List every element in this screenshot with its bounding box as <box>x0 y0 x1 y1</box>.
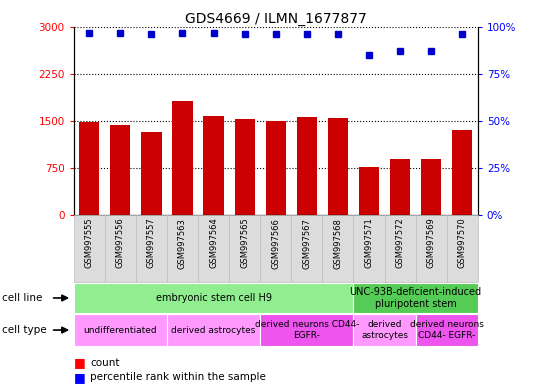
Text: GSM997571: GSM997571 <box>365 218 373 268</box>
Text: GSM997565: GSM997565 <box>240 218 249 268</box>
Text: GSM997556: GSM997556 <box>116 218 125 268</box>
Bar <box>353 283 478 313</box>
Text: GSM997570: GSM997570 <box>458 218 467 268</box>
Bar <box>229 215 260 282</box>
Text: GSM997566: GSM997566 <box>271 218 280 268</box>
Text: GSM997569: GSM997569 <box>426 218 436 268</box>
Bar <box>105 215 136 282</box>
Text: derived
astrocytes: derived astrocytes <box>361 320 408 340</box>
Bar <box>353 215 384 282</box>
Bar <box>447 215 478 282</box>
Title: GDS4669 / ILMN_1677877: GDS4669 / ILMN_1677877 <box>185 12 366 26</box>
Text: cell type: cell type <box>2 325 46 335</box>
Bar <box>74 314 167 346</box>
Bar <box>390 159 410 215</box>
Bar <box>136 215 167 282</box>
Text: GSM997567: GSM997567 <box>302 218 311 268</box>
Text: GSM997564: GSM997564 <box>209 218 218 268</box>
Text: ■: ■ <box>74 356 86 369</box>
Bar <box>204 116 224 215</box>
Bar <box>167 314 260 346</box>
Bar <box>416 314 478 346</box>
Bar <box>74 283 353 313</box>
Text: embryonic stem cell H9: embryonic stem cell H9 <box>156 293 271 303</box>
Text: derived astrocytes: derived astrocytes <box>171 326 256 334</box>
Text: derived neurons CD44-
EGFR-: derived neurons CD44- EGFR- <box>254 320 359 340</box>
Bar <box>416 215 447 282</box>
Text: GSM997563: GSM997563 <box>178 218 187 268</box>
Bar <box>167 215 198 282</box>
Text: UNC-93B-deficient-induced
pluripotent stem: UNC-93B-deficient-induced pluripotent st… <box>349 287 482 309</box>
Bar <box>110 125 130 215</box>
Bar <box>291 215 322 282</box>
Text: GSM997568: GSM997568 <box>334 218 342 268</box>
Bar <box>296 117 317 215</box>
Text: undifferentiated: undifferentiated <box>84 326 157 334</box>
Bar <box>322 215 353 282</box>
Bar <box>260 215 291 282</box>
Text: GSM997555: GSM997555 <box>85 218 94 268</box>
Bar <box>328 118 348 215</box>
Bar <box>359 167 379 215</box>
Bar <box>141 132 162 215</box>
Bar <box>421 159 441 215</box>
Bar <box>79 122 99 215</box>
Bar <box>74 215 105 282</box>
Text: cell line: cell line <box>2 293 42 303</box>
Bar <box>235 119 255 215</box>
Bar <box>353 314 416 346</box>
Bar <box>198 215 229 282</box>
Text: ■: ■ <box>74 371 86 384</box>
Bar <box>384 215 416 282</box>
Bar <box>452 130 472 215</box>
Text: derived neurons
CD44- EGFR-: derived neurons CD44- EGFR- <box>410 320 484 340</box>
Bar <box>266 121 286 215</box>
Text: GSM997572: GSM997572 <box>395 218 405 268</box>
Bar <box>173 101 193 215</box>
Bar <box>260 314 353 346</box>
Text: count: count <box>90 358 120 368</box>
Text: percentile rank within the sample: percentile rank within the sample <box>90 372 266 382</box>
Text: GSM997557: GSM997557 <box>147 218 156 268</box>
